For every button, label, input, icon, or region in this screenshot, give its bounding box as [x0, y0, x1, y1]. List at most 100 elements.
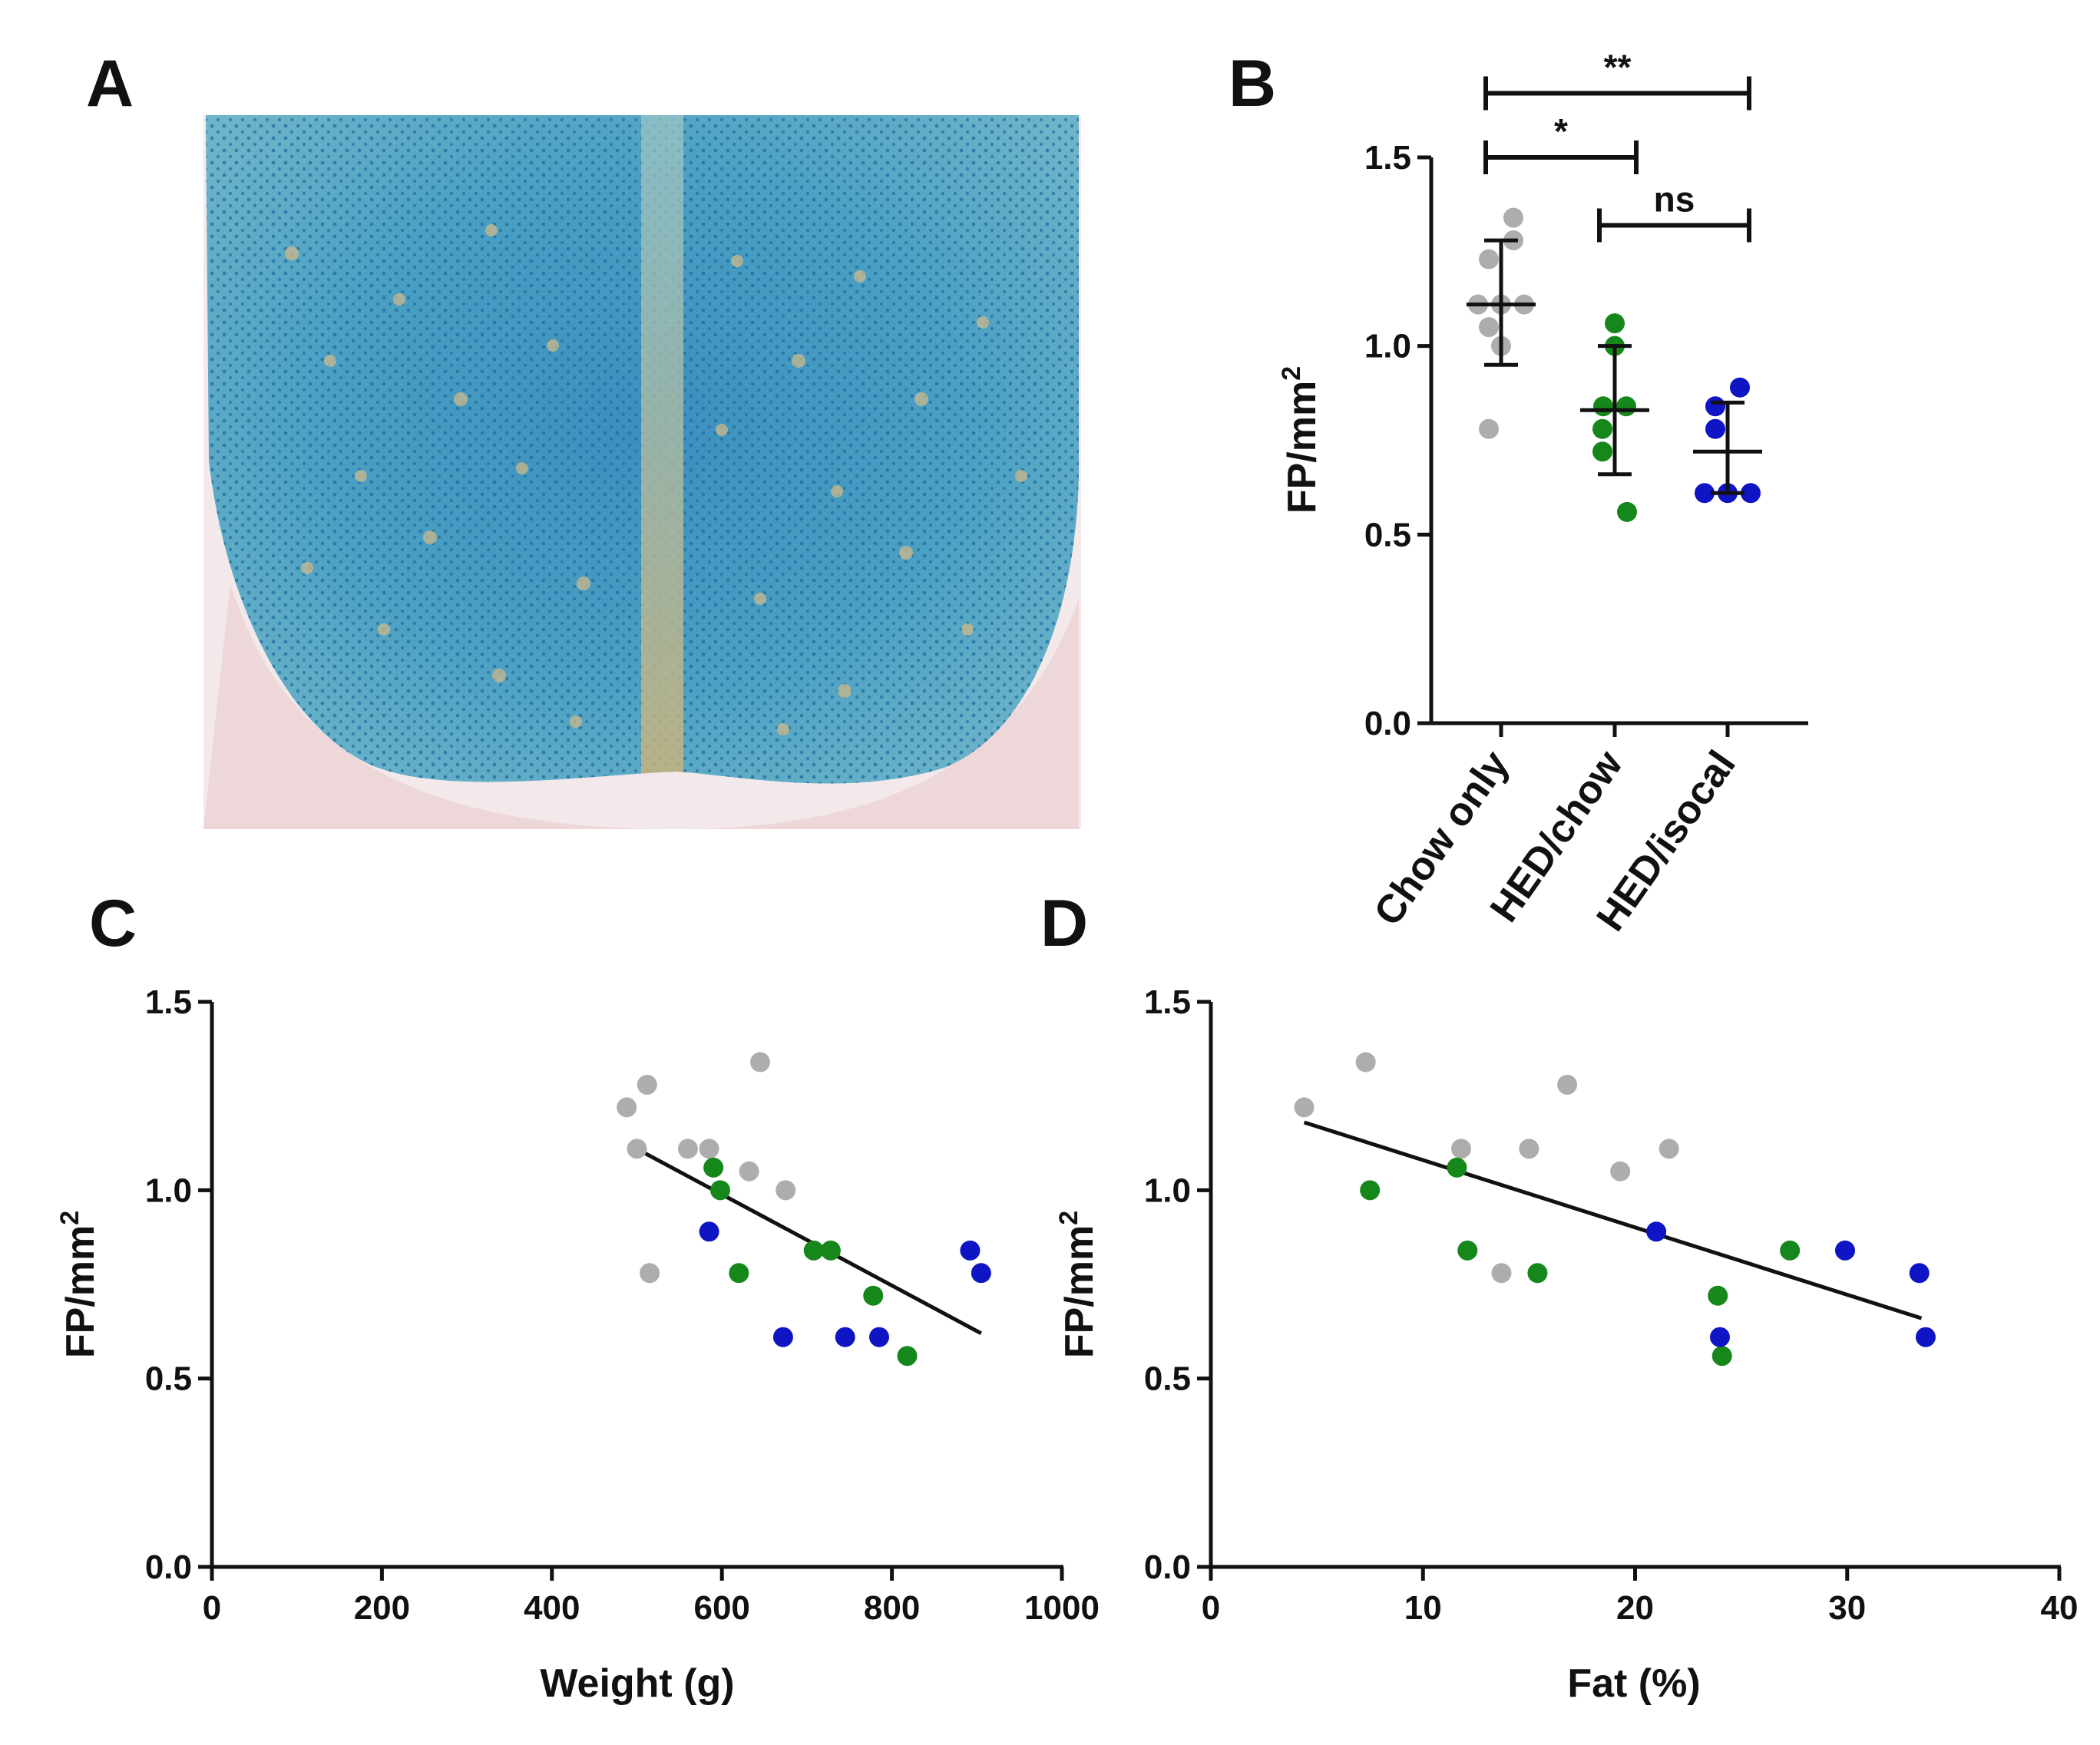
panel-letter-b: B	[1229, 47, 1276, 121]
panel-letter-c: C	[89, 887, 137, 960]
panel-b-dot-plot: 0.0 0.5 1.0 1.5 Chow onlyHED/chowHED/isocal…	[1277, 47, 1808, 939]
b-point	[1617, 501, 1637, 522]
c-point	[772, 1327, 793, 1347]
d-point	[1527, 1263, 1548, 1284]
b-sig-label: ns	[1654, 179, 1695, 219]
b-y-tick-label: 1.0	[1364, 328, 1411, 365]
d-point	[1915, 1327, 1936, 1347]
d-y-tick-label: 0.0	[1144, 1548, 1191, 1586]
c-point	[617, 1097, 637, 1118]
c-point	[863, 1285, 884, 1306]
panel-d-fat-scatter: 0.0 0.5 1.0 1.5 0 10 20 30 40 Fat (%) FP/mm2	[1054, 983, 2078, 1706]
c-data-points	[617, 1052, 991, 1367]
b-y-ticks: 0.0 0.5 1.0 1.5	[1364, 139, 1431, 742]
d-point	[1294, 1097, 1315, 1118]
d-point	[1708, 1285, 1728, 1306]
d-point	[1557, 1074, 1578, 1095]
b-point	[1593, 396, 1613, 417]
b-point	[1741, 483, 1761, 504]
c-x-tick-label: 0	[203, 1589, 221, 1627]
d-point	[1909, 1263, 1930, 1284]
b-sig-label: **	[1604, 47, 1632, 87]
b-point	[1695, 483, 1715, 504]
d-point	[1447, 1157, 1467, 1178]
b-point	[1592, 441, 1612, 462]
c-point	[960, 1240, 981, 1261]
c-point	[637, 1074, 657, 1095]
c-point	[776, 1180, 796, 1201]
c-x-tick-label: 200	[354, 1589, 410, 1627]
d-point	[1646, 1221, 1667, 1242]
d-regression-line	[1303, 1120, 1923, 1320]
c-y-axis-title: FP/mm2	[55, 1211, 103, 1358]
d-point	[1711, 1346, 1732, 1367]
c-point	[709, 1180, 730, 1201]
c-y-tick-label: 0.0	[145, 1548, 192, 1586]
panel-c-weight-scatter: 0.0 0.5 1.0 1.5 0 200 400 600 800 1000 Weight (g…	[55, 983, 1100, 1706]
c-y-tick-label: 1.0	[145, 1172, 192, 1209]
c-x-tick-label: 600	[693, 1589, 749, 1627]
d-x-tick-label: 40	[2041, 1589, 2079, 1627]
d-point	[1834, 1240, 1855, 1261]
c-point	[729, 1263, 749, 1284]
c-point	[699, 1139, 719, 1159]
c-point	[703, 1157, 724, 1178]
panel-letter-a: A	[86, 47, 134, 121]
b-point	[1479, 249, 1499, 269]
c-point	[677, 1139, 698, 1159]
b-sig-label: *	[1554, 111, 1568, 151]
b-point	[1503, 207, 1523, 228]
b-y-tick-label: 0.5	[1364, 516, 1411, 554]
c-point	[803, 1240, 824, 1261]
d-fit-line	[1303, 1120, 1923, 1320]
panel-a-tongue-photo	[203, 115, 1081, 829]
c-point	[699, 1221, 719, 1242]
d-y-tick-label: 1.0	[1144, 1172, 1191, 1209]
c-y-ticks: 0.0 0.5 1.0 1.5	[145, 983, 212, 1586]
c-x-tick-label: 1000	[1024, 1589, 1100, 1627]
c-x-tick-label: 400	[524, 1589, 580, 1627]
d-y-axis-title: FP/mm2	[1054, 1211, 1102, 1358]
c-point	[820, 1240, 841, 1261]
b-significance-brackets: ***ns	[1483, 47, 1751, 243]
b-error-bars	[1467, 238, 1762, 495]
d-point	[1457, 1240, 1478, 1261]
c-point	[739, 1161, 759, 1182]
d-point	[1519, 1139, 1539, 1159]
d-point	[1360, 1180, 1381, 1201]
c-x-ticks: 0 200 400 600 800 1000	[203, 1567, 1100, 1627]
b-point	[1705, 396, 1725, 417]
b-point	[1605, 313, 1625, 334]
d-point	[1659, 1139, 1679, 1159]
c-point	[627, 1139, 647, 1159]
c-point	[868, 1327, 889, 1347]
d-point	[1710, 1327, 1730, 1347]
d-x-tick-label: 30	[1828, 1589, 1866, 1627]
d-x-tick-label: 0	[1202, 1589, 1220, 1627]
b-point	[1705, 418, 1725, 439]
d-y-tick-label: 1.5	[1144, 983, 1191, 1021]
d-point	[1610, 1161, 1631, 1182]
b-y-axis-title: FP/mm2	[1277, 366, 1324, 514]
c-point	[835, 1327, 855, 1347]
c-x-axis-title: Weight (g)	[540, 1661, 734, 1706]
d-point	[1491, 1263, 1512, 1284]
c-point	[897, 1346, 918, 1367]
c-x-tick-label: 800	[864, 1589, 920, 1627]
b-point	[1479, 317, 1499, 338]
b-y-tick-label: 0.0	[1364, 705, 1411, 742]
d-x-tick-label: 10	[1404, 1589, 1442, 1627]
b-point	[1730, 377, 1750, 398]
b-point	[1479, 418, 1499, 439]
d-point	[1780, 1240, 1801, 1261]
d-point	[1450, 1139, 1471, 1159]
c-point	[640, 1263, 660, 1284]
d-x-axis-title: Fat (%)	[1567, 1661, 1700, 1706]
b-point	[1592, 418, 1612, 439]
c-y-tick-label: 0.5	[145, 1360, 192, 1398]
c-y-tick-label: 1.5	[145, 983, 192, 1021]
b-y-tick-label: 1.5	[1364, 139, 1411, 177]
